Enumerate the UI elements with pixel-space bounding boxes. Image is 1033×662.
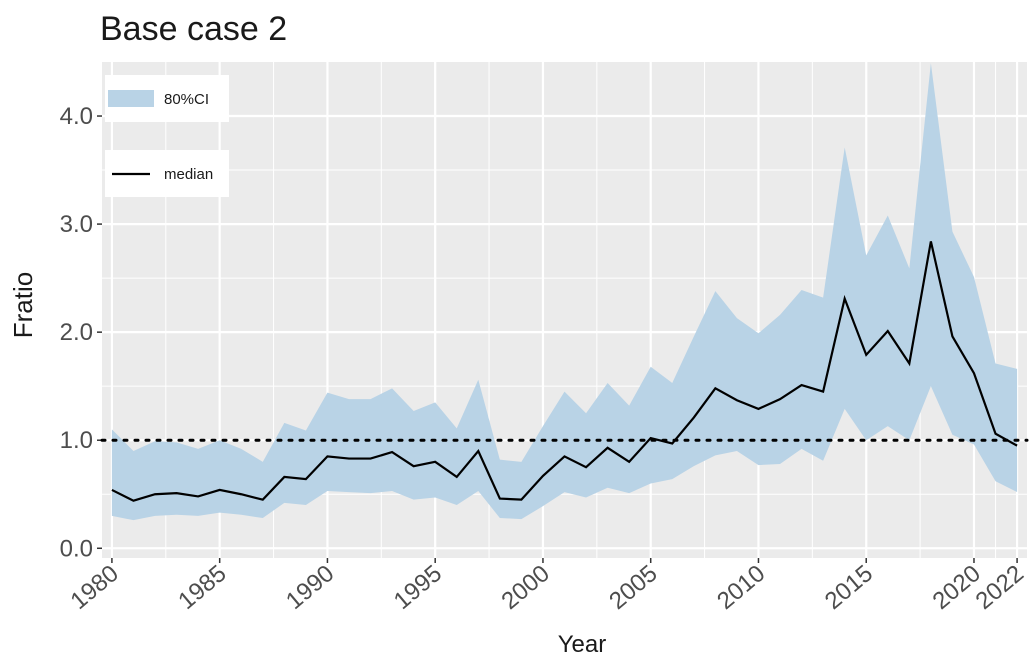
legend-item: median: [105, 150, 229, 197]
y-tick-label: 0.0: [60, 535, 93, 562]
x-tick-label: 1980: [66, 560, 124, 615]
y-tick-label: 3.0: [60, 211, 93, 238]
x-tick-label: 2010: [712, 560, 770, 615]
legend-key: [108, 90, 154, 107]
ci-band: [111, 63, 1018, 521]
x-tick-label: 1985: [173, 560, 231, 615]
y-tick-label: 1.0: [60, 427, 93, 454]
chart-title: Base case 2: [100, 10, 287, 48]
legend-label: 80%CI: [164, 91, 209, 108]
x-tick-label: 2005: [604, 560, 662, 615]
x-axis-label: Year: [558, 631, 607, 658]
y-tick-label: 4.0: [60, 103, 93, 130]
median-line: [111, 241, 1018, 502]
x-tick-label: 2015: [820, 560, 878, 615]
legend-label: median: [164, 166, 213, 183]
x-tick-label: 2020: [928, 560, 986, 615]
legend-item: 80%CI: [105, 75, 229, 122]
x-tick-label: 2000: [497, 560, 555, 615]
y-tick-label: 2.0: [60, 319, 93, 346]
x-tick-label: 1990: [281, 560, 339, 615]
y-axis-label: Fratio: [8, 272, 38, 338]
x-tick-label: 1995: [389, 560, 447, 615]
x-tick-label: 2022: [971, 560, 1029, 615]
